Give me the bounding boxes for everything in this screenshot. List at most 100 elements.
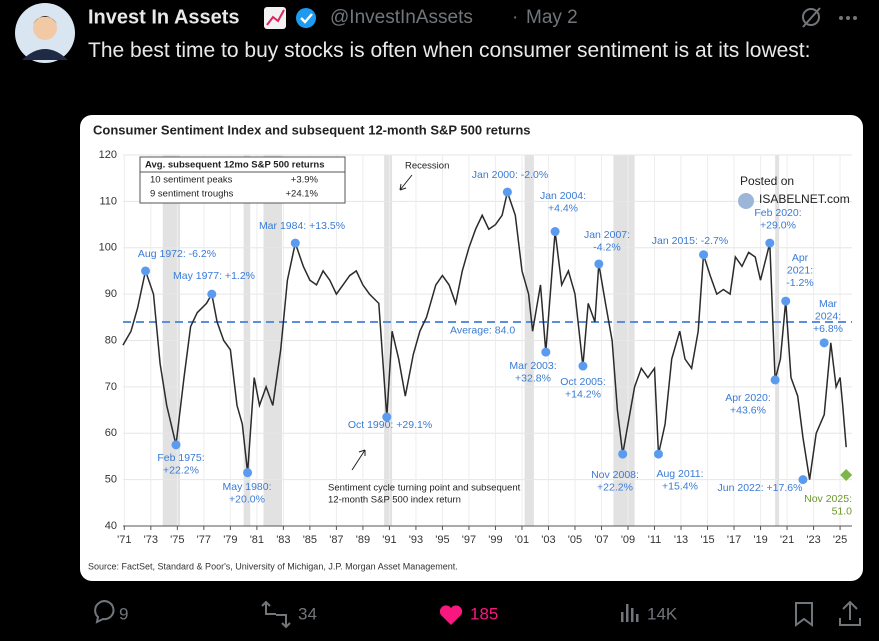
- annotation-label: 2024:: [815, 310, 841, 322]
- annotation-label: +29.0%: [760, 219, 796, 231]
- annotation-label: Apr 2020:: [725, 392, 771, 404]
- more-button[interactable]: [839, 16, 857, 20]
- annotation-label: Aug 1972: -6.2%: [138, 248, 216, 260]
- site-logo: [738, 193, 754, 209]
- chart: Consumer Sentiment Index and subsequent …: [88, 122, 853, 571]
- avatar-hair: [33, 16, 57, 24]
- turning-point: [618, 449, 628, 459]
- chart-title: Consumer Sentiment Index and subsequent …: [93, 122, 531, 137]
- turning-point: [770, 375, 780, 385]
- tweet-date[interactable]: May 2: [526, 7, 578, 28]
- annotation-label: Jan 2015: -2.7%: [652, 235, 728, 247]
- x-tick-label: '91: [382, 534, 396, 546]
- y-tick-label: 100: [99, 242, 117, 254]
- x-tick-label: '93: [409, 534, 423, 546]
- annotation-label: Mar 1984: +13.5%: [259, 220, 345, 232]
- x-tick-label: '77: [197, 534, 211, 546]
- y-tick-label: 70: [105, 381, 117, 393]
- annotation-label: May 1980:: [222, 481, 271, 493]
- x-tick-label: '89: [356, 534, 370, 546]
- annotation-label: +32.8%: [515, 372, 551, 384]
- annotation-label: +22.2%: [597, 481, 633, 493]
- x-tick-label: '73: [144, 534, 158, 546]
- turning-point: [502, 187, 512, 197]
- annotation-label: Feb 2020:: [754, 207, 801, 219]
- recession-arrow: [399, 174, 413, 191]
- annotation-label: +4.4%: [548, 202, 578, 214]
- note: Sentiment cycle turning point and subseq…: [328, 483, 521, 494]
- annotation-label: Jan 2004:: [540, 190, 586, 202]
- reply-icon[interactable]: [94, 600, 115, 624]
- like-count[interactable]: 185: [470, 604, 498, 623]
- turning-point: [781, 296, 791, 306]
- annotation-label: -4.2%: [593, 241, 620, 253]
- x-tick-label: '01: [515, 534, 529, 546]
- turning-point: [765, 238, 775, 248]
- emoji-chart-line: [266, 9, 285, 26]
- x-tick-label: '97: [462, 534, 476, 546]
- x-tick-label: '11: [648, 534, 662, 546]
- annotation-label: +20.0%: [229, 493, 265, 505]
- x-tick-label: '13: [674, 534, 688, 546]
- author-name[interactable]: Invest In Assets: [88, 6, 240, 28]
- x-tick-label: '07: [594, 534, 608, 546]
- table-box: [139, 156, 346, 204]
- table-cell: +24.1%: [286, 189, 319, 200]
- annotation-label: Nov 2008:: [591, 469, 639, 481]
- annotation-label: +14.2%: [565, 388, 601, 400]
- annotation-label: Jun 2022: +17.6%: [718, 482, 803, 494]
- annotation-label: May 1977: +1.2%: [173, 270, 255, 282]
- annotation-label: Apr: [792, 252, 809, 264]
- highlight-marker: [840, 468, 853, 481]
- annotation-label: Oct 2005:: [560, 376, 606, 388]
- author-handle[interactable]: @InvestInAssets: [330, 7, 473, 28]
- average-label: Average: 84.0: [450, 325, 515, 337]
- x-tick-label: '81: [250, 534, 264, 546]
- bookmark-icon[interactable]: [795, 602, 813, 627]
- annotation-label: Mar 2003:: [509, 360, 556, 372]
- site-name: ISABELNET.com: [759, 192, 850, 206]
- turning-point: [243, 468, 253, 478]
- grok-icon[interactable]: [802, 8, 820, 26]
- separator: ·: [512, 7, 518, 28]
- y-tick-label: 110: [99, 195, 117, 207]
- annotation-label: Nov 2025:: [804, 493, 852, 505]
- turning-point: [578, 361, 588, 371]
- table-cell: 9 sentiment troughs: [150, 189, 234, 200]
- x-tick-label: '87: [329, 534, 343, 546]
- annotation-label: 51.0: [832, 505, 853, 517]
- x-tick-label: '21: [780, 534, 794, 546]
- y-tick-label: 90: [105, 288, 117, 300]
- annotation-label: 2021:: [787, 264, 813, 276]
- verified-check: [300, 13, 313, 24]
- x-tick-label: '99: [488, 534, 502, 546]
- x-tick-label: '83: [276, 534, 290, 546]
- turning-point: [290, 238, 300, 248]
- annotation-label: Mar: [819, 298, 838, 310]
- y-tick-label: 40: [105, 520, 117, 532]
- retweet-count[interactable]: 34: [298, 604, 317, 623]
- x-tick-label: '03: [541, 534, 555, 546]
- view-count[interactable]: 14K: [647, 604, 678, 623]
- x-tick-label: '85: [303, 534, 317, 546]
- verified-badge: [296, 8, 316, 28]
- avatar-suit: [22, 49, 68, 60]
- y-tick-label: 80: [105, 334, 117, 346]
- avatar-face: [33, 16, 57, 40]
- share-icon[interactable]: [839, 600, 861, 626]
- turning-point: [550, 227, 560, 237]
- reply-count[interactable]: 9: [119, 604, 128, 623]
- turning-point: [541, 347, 551, 357]
- y-tick-label: 50: [105, 474, 117, 486]
- views-icon[interactable]: [621, 604, 639, 622]
- like-icon[interactable]: [439, 605, 463, 625]
- x-tick-label: '75: [170, 534, 184, 546]
- retweet-icon[interactable]: [261, 600, 291, 629]
- table-cell: 10 sentiment peaks: [150, 175, 233, 186]
- table-title: Avg. subsequent 12mo S&P 500 returns: [145, 160, 325, 171]
- x-tick-label: '17: [727, 534, 741, 546]
- action-bar: 9 34 185 14K: [94, 600, 861, 629]
- turning-point: [798, 475, 808, 485]
- x-tick-label: '23: [806, 534, 820, 546]
